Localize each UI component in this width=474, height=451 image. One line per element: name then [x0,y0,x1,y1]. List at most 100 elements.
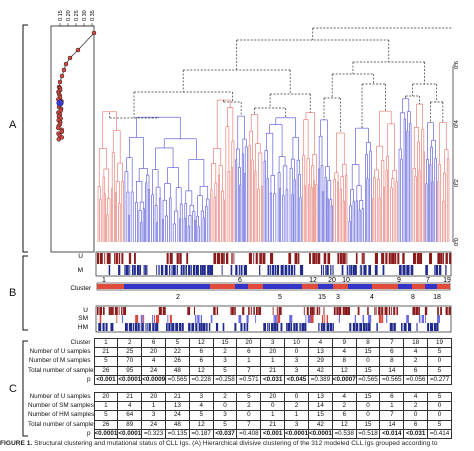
track-stripe [118,265,121,275]
track-stripe [123,307,127,315]
track-stripe [437,307,439,315]
track-stripe [175,323,178,331]
table-cell: <0.014 [379,428,405,439]
track-stripe [436,323,439,331]
track-stripe [262,253,266,264]
track-stripe [339,253,343,264]
track-stripe [280,265,284,275]
track-stripe [153,315,155,323]
track-stripe [140,315,143,323]
track-stripe [355,323,359,331]
table-cell: 5 [93,410,119,421]
track-stripe [267,323,269,331]
track-stripe [240,265,243,275]
track-stripe [384,307,388,315]
table-mutational-um: Cluster 1 2 6 5 12 15 20 3 10 4 9 8 7 18… [28,337,452,385]
cluster-segment [348,284,372,289]
track-stripe [230,265,233,275]
table-cell: =0.135 [164,428,190,439]
track-stripe [216,307,219,315]
track-stripe [323,265,325,275]
track-stripe [342,307,345,315]
track-stripe [131,265,134,275]
track-stripe [225,253,229,264]
track-stripe [277,315,281,323]
cluster-bar-label: 8 [411,294,415,301]
table-cell: 5 [93,356,119,367]
track-stripe [363,253,365,264]
track-stripe [134,323,138,331]
track-label-sm: SM [78,315,88,322]
track-stripe [394,253,397,264]
track-stripe [429,323,434,331]
track-stripe [418,307,420,315]
track-stripe [376,323,378,331]
table-cell: <0.045 [284,374,309,385]
table-cell: 8 [379,356,405,367]
table-cell: 48 [164,419,190,430]
track-stripe [290,265,293,275]
track-stripe [445,265,447,275]
table-cell: =0.571 [236,374,262,385]
table-cell: 2 [403,401,429,412]
table-cell: 5 [212,419,238,430]
table-cell: 6 [188,356,214,367]
track-stripe [368,323,371,331]
table-cell: 0 [355,410,381,421]
table-cell: 95 [117,365,143,376]
table1-header-cell: 3 [260,337,286,349]
table-cell: =0.414 [427,428,452,439]
track-stripe [288,265,291,275]
track-label-cluster: Cluster [70,285,91,292]
track-stripe [421,315,425,323]
track-stripe [318,323,320,331]
track-stripe [231,307,234,315]
track-stripe [434,265,436,275]
cluster-segment [333,284,348,289]
inset-point-selected [56,99,64,107]
top-axis-tick-label: 0.35 [90,10,96,21]
track-stripe [332,265,334,275]
track-stripe [324,315,326,323]
track-stripe [361,253,363,264]
table-cell: 6 [403,419,429,430]
track-stripe [195,265,199,275]
track-stripe [289,315,293,323]
table-cell: 5 [427,419,452,430]
inset-points [55,30,97,142]
table-cell: 0 [355,356,381,367]
track-stripe [290,323,293,331]
track-stripe [190,265,192,275]
table-cell: 15 [307,410,333,421]
table-cell: 0 [212,401,238,412]
track-stripe [169,265,171,275]
inset-point [56,137,62,142]
track-stripe [158,307,162,315]
track-stripe [179,253,182,264]
track-stripe [278,307,282,315]
right-axis-tick-label: 0.2 [454,179,460,187]
caption-figure-number: FIGURE 1. [0,440,33,447]
track-stripe [293,323,296,331]
track-stripe [312,253,316,264]
track-stripe [323,253,327,264]
track-stripe [248,307,250,315]
table-cell: 1 [236,356,262,367]
track-stripe [336,307,339,315]
table-row: Number of M samples 5 70 4 26 6 3 1 1 3 29 8 0 8 2 0 [28,356,452,367]
track-stripe [323,307,325,315]
track-stripe [396,307,398,315]
track-stripe [412,253,417,264]
track-stripe [321,315,324,323]
track-stripe [230,307,232,315]
inset-point [91,30,97,36]
table-cell: 70 [117,356,143,367]
right-axis-tick-label: 0.6 [454,61,460,69]
table-cell: 5 [427,365,452,376]
track-stripe [375,307,377,315]
track-stripe [259,253,262,264]
table-cell: 0 [427,410,452,421]
track-stripe [186,253,189,264]
track-stripe [185,265,187,275]
